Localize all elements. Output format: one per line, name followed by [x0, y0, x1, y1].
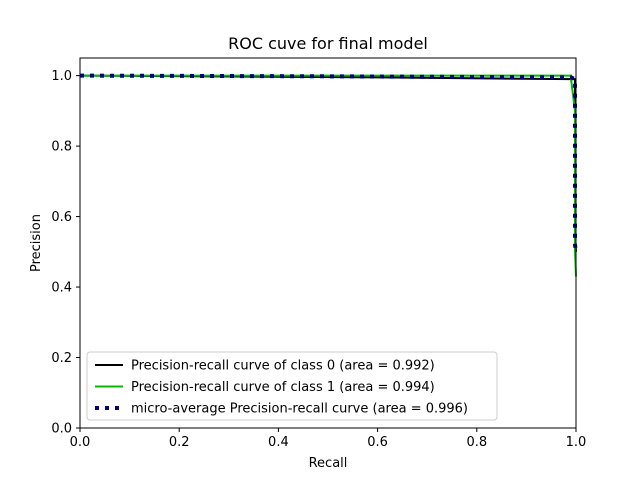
legend-items: Precision-recall curve of class 0 (area … — [95, 359, 468, 417]
x-tick-label: 1.0 — [566, 435, 587, 450]
x-tick-label: 0.4 — [268, 435, 289, 450]
series-line-2 — [79, 73, 578, 253]
legend-label-2: micro-average Precision-recall curve (ar… — [131, 402, 468, 417]
series-line-0 — [79, 74, 577, 252]
x-tick-label: 0.6 — [367, 435, 388, 450]
x-tick-label: 0.8 — [466, 435, 487, 450]
y-axis-ticks: 0.0 0.2 0.4 0.6 0.8 1.0 — [51, 69, 80, 437]
legend-box — [86, 351, 498, 421]
x-axis-ticks: 0.0 0.2 0.4 0.6 0.8 1.0 — [70, 428, 587, 450]
y-tick-label: 0.2 — [51, 351, 72, 366]
plot-frame — [79, 57, 577, 429]
y-tick-label: 0.8 — [51, 140, 72, 155]
y-tick-label: 0.0 — [51, 422, 72, 437]
x-tick-label: 0.0 — [70, 435, 91, 450]
chart-title: ROC cuve for final model — [228, 34, 428, 53]
x-tick-label: 0.2 — [169, 435, 190, 450]
x-axis-label: Recall — [309, 456, 348, 471]
plot-lines — [79, 73, 578, 277]
y-tick-label: 0.4 — [51, 281, 72, 296]
series-line-1 — [80, 74, 577, 277]
y-tick-label: 0.6 — [51, 210, 72, 225]
legend-label-0: Precision-recall curve of class 0 (area … — [131, 359, 435, 374]
y-axis-label: Precision — [29, 214, 44, 272]
legend-label-1: Precision-recall curve of class 1 (area … — [131, 380, 435, 395]
y-tick-label: 1.0 — [51, 69, 72, 84]
legend: Precision-recall curve of class 0 (area … — [86, 351, 498, 421]
